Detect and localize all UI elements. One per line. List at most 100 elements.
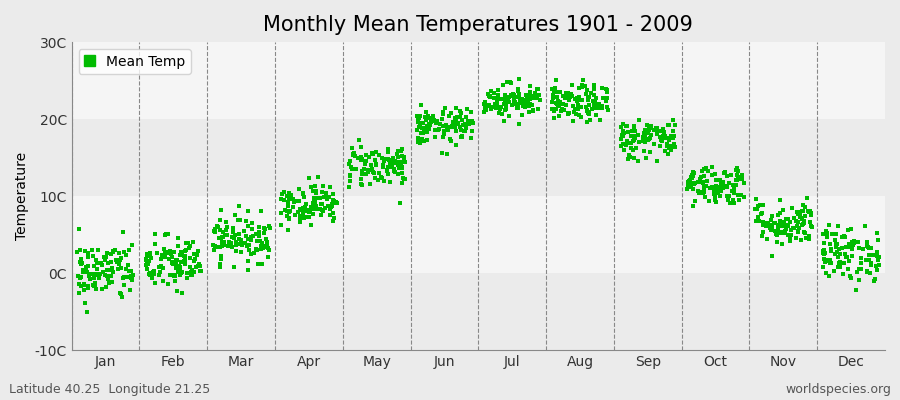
Point	[284, 208, 298, 214]
Point	[167, 272, 182, 278]
Point	[346, 145, 360, 151]
Point	[216, 242, 230, 248]
Point	[355, 144, 369, 151]
Point	[450, 120, 464, 127]
Point	[818, 250, 832, 256]
Point	[699, 178, 714, 184]
Point	[574, 104, 589, 111]
Point	[831, 223, 845, 229]
Point	[794, 236, 808, 243]
Point	[156, 265, 170, 272]
Point	[148, 280, 162, 287]
Point	[461, 118, 475, 124]
Point	[626, 134, 641, 140]
Point	[816, 248, 831, 254]
Point	[845, 253, 859, 260]
Point	[82, 273, 96, 279]
Point	[642, 136, 656, 143]
Point	[94, 270, 108, 277]
Point	[722, 180, 736, 186]
Point	[437, 128, 452, 134]
Point	[105, 248, 120, 254]
Point	[241, 267, 256, 273]
Point	[256, 230, 271, 236]
Point	[458, 114, 473, 120]
Point	[815, 231, 830, 238]
Point	[780, 223, 795, 230]
Point	[477, 108, 491, 115]
Point	[249, 238, 264, 244]
Point	[427, 116, 441, 123]
Point	[582, 102, 597, 108]
Point	[366, 170, 381, 176]
Point	[682, 178, 697, 184]
Point	[478, 107, 492, 113]
Point	[221, 239, 236, 245]
Point	[487, 90, 501, 96]
Point	[191, 263, 205, 269]
Point	[727, 186, 742, 193]
Point	[122, 287, 137, 294]
Point	[119, 266, 133, 272]
Point	[219, 219, 233, 226]
Point	[590, 104, 605, 110]
Point	[241, 236, 256, 243]
Point	[240, 243, 255, 249]
Point	[845, 244, 859, 251]
Point	[256, 224, 271, 231]
Point	[316, 183, 330, 190]
Point	[122, 247, 136, 254]
Point	[86, 282, 100, 288]
Point	[715, 178, 729, 185]
Point	[449, 116, 464, 122]
Point	[491, 103, 505, 110]
Point	[363, 180, 377, 187]
Point	[550, 94, 564, 100]
Point	[446, 119, 460, 126]
Point	[416, 129, 430, 136]
Point	[125, 277, 140, 284]
Point	[152, 264, 166, 270]
Point	[462, 120, 476, 127]
Point	[851, 245, 866, 252]
Point	[580, 94, 595, 100]
Point	[302, 207, 316, 213]
Point	[569, 106, 583, 112]
Point	[79, 268, 94, 275]
Point	[233, 248, 248, 255]
Point	[422, 121, 436, 127]
Point	[386, 155, 400, 162]
Point	[262, 223, 276, 230]
Point	[803, 219, 817, 225]
Point	[830, 241, 844, 248]
Point	[315, 201, 329, 208]
Point	[622, 140, 636, 147]
Point	[629, 145, 643, 151]
Point	[259, 239, 274, 245]
Point	[832, 259, 847, 266]
Point	[116, 275, 130, 281]
Point	[254, 208, 268, 214]
Point	[180, 270, 194, 277]
Point	[79, 264, 94, 271]
Point	[841, 266, 855, 272]
Point	[615, 132, 629, 139]
Point	[245, 226, 259, 232]
Point	[187, 250, 202, 257]
Point	[824, 260, 838, 266]
Point	[527, 90, 542, 96]
Point	[854, 260, 868, 266]
Point	[258, 242, 273, 249]
Point	[581, 111, 596, 117]
Point	[421, 113, 436, 119]
Point	[213, 264, 228, 270]
Point	[263, 225, 277, 231]
Point	[545, 92, 560, 98]
Point	[614, 143, 628, 150]
Point	[428, 120, 443, 126]
Point	[797, 218, 812, 224]
Point	[212, 235, 226, 241]
Point	[299, 200, 313, 207]
Point	[680, 184, 695, 190]
Point	[124, 275, 139, 281]
